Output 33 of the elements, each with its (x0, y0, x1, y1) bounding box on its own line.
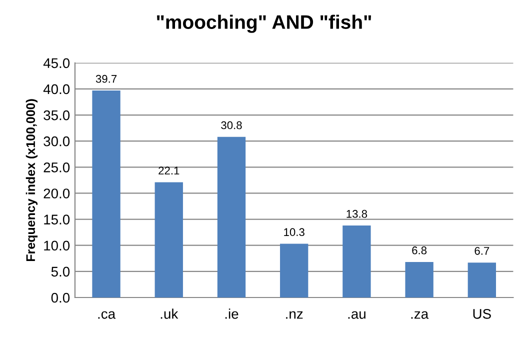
bar (154, 182, 183, 298)
bar (217, 136, 246, 298)
data-label: 10.3 (284, 228, 304, 236)
data-label: 22.1 (158, 166, 180, 174)
data-label: 6.7 (474, 246, 490, 255)
y-tick-label: 0.0 (51, 292, 70, 303)
chart-title: "mooching" AND "fish" (157, 14, 371, 33)
data-label: 30.8 (221, 121, 242, 130)
x-tick-label: .nz (286, 311, 303, 319)
y-tick-label: 20.0 (44, 188, 70, 198)
bar (92, 90, 120, 298)
y-tick-label: 35.0 (44, 110, 70, 120)
y-tick-label: 15.0 (44, 214, 70, 224)
data-label: 6.8 (412, 246, 427, 254)
y-tick-label: 40.0 (43, 84, 70, 94)
x-tick-label: .ca (98, 311, 116, 319)
data-label: 13.8 (346, 210, 368, 218)
bar (280, 244, 308, 298)
bar (405, 262, 434, 298)
y-tick-label: 30.0 (44, 136, 70, 146)
y-tick-label: 45.0 (43, 58, 70, 68)
data-label: 39.7 (96, 74, 117, 83)
bar (342, 226, 371, 298)
y-tick-label: 5.0 (51, 266, 70, 277)
y-tick-label: 25.0 (44, 162, 70, 172)
x-tick-label: .ie (225, 308, 238, 319)
y-axis-title: Frequency index (x100,000) (26, 99, 38, 261)
x-tick-label: US (473, 308, 491, 319)
bar (468, 262, 496, 298)
x-tick-label: .au (348, 311, 366, 319)
x-tick-label: .uk (160, 308, 178, 319)
y-tick-label: 10.0 (44, 240, 70, 251)
x-tick-label: .za (411, 311, 429, 319)
